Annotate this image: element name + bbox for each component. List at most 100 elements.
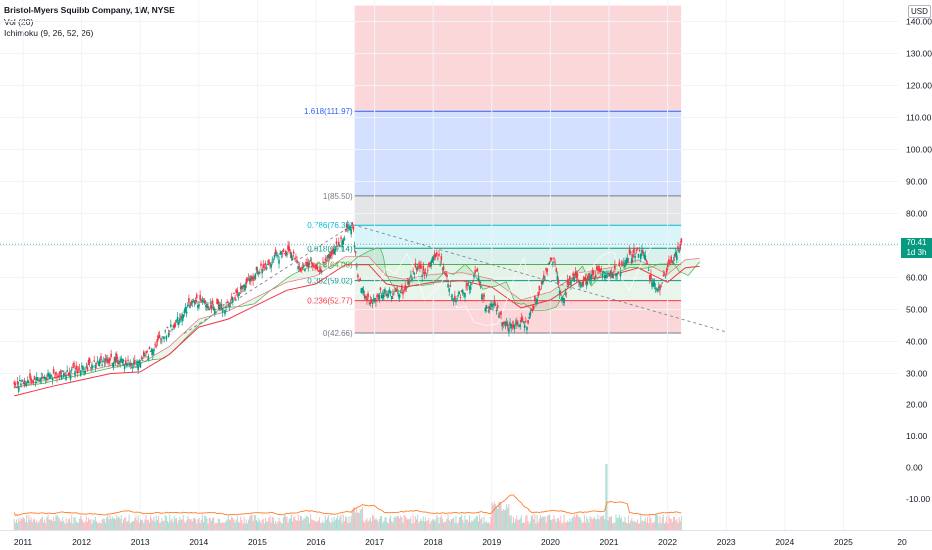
currency-badge[interactable]: USD xyxy=(908,5,931,18)
volume-bar xyxy=(501,510,503,530)
volume-bar xyxy=(391,520,393,530)
candle-body xyxy=(367,293,369,298)
candle-body xyxy=(399,292,402,294)
volume-bar xyxy=(496,506,498,530)
candle-body xyxy=(393,291,395,293)
volume-bar xyxy=(385,517,387,530)
candle-body xyxy=(48,373,50,377)
volume-bar xyxy=(521,523,523,530)
volume-bar xyxy=(182,515,184,530)
volume-bar xyxy=(420,518,422,530)
candle-body xyxy=(209,302,212,304)
volume-bar xyxy=(437,516,439,530)
volume-bar xyxy=(85,516,87,530)
volume-bar xyxy=(280,522,282,530)
volume-bar xyxy=(134,518,136,530)
volume-bar xyxy=(632,521,634,530)
volume-bar xyxy=(466,519,468,530)
candle-body xyxy=(265,267,268,270)
volume-bar xyxy=(525,515,527,530)
volume-bar xyxy=(343,521,345,530)
candle-body xyxy=(141,360,144,361)
candle-body xyxy=(49,375,52,379)
volume-bar xyxy=(260,522,262,530)
candle-body xyxy=(634,256,636,258)
volume-bar xyxy=(376,519,378,530)
candle-body xyxy=(161,340,163,342)
volume-bar xyxy=(130,521,132,530)
volume-bar xyxy=(196,523,198,530)
volume-bar xyxy=(21,518,23,530)
volume-bar xyxy=(200,519,202,530)
volume-bar xyxy=(379,516,381,530)
price-axis-label: 90.00 xyxy=(906,177,928,187)
candle-body xyxy=(676,255,678,260)
volume-bar xyxy=(120,515,122,530)
volume-bar xyxy=(502,508,504,530)
candle-body xyxy=(607,272,609,275)
volume-bar xyxy=(123,519,125,530)
candle-body xyxy=(188,298,190,303)
volume-bar xyxy=(643,520,645,530)
volume-bar xyxy=(544,516,546,530)
volume-bar xyxy=(77,522,79,530)
volume-bar xyxy=(514,522,516,530)
candle-body xyxy=(458,292,461,295)
candle-body xyxy=(518,324,520,327)
candle-body xyxy=(21,379,23,382)
candle-body xyxy=(19,379,21,382)
volume-bar xyxy=(410,516,412,530)
volume-bar xyxy=(498,501,500,530)
volume-bar xyxy=(491,502,493,530)
volume-bar xyxy=(45,523,47,530)
legend-ichimoku-indicator[interactable]: Ichimoku (9, 26, 52, 26) xyxy=(4,28,94,38)
volume-bar xyxy=(255,520,257,530)
candle-body xyxy=(242,285,244,288)
candle-body xyxy=(339,244,341,248)
volume-bar xyxy=(224,522,226,530)
candle-body xyxy=(643,254,645,258)
legend-symbol-title[interactable]: Bristol-Myers Squibb Company, 1W, NYSE xyxy=(4,5,175,15)
volume-bar xyxy=(417,514,419,530)
candle-body xyxy=(618,261,621,267)
candle-body xyxy=(94,365,97,369)
volume-bar xyxy=(617,517,619,530)
candle-body xyxy=(135,366,137,368)
candle-body xyxy=(556,275,559,281)
volume-bar xyxy=(659,515,661,530)
candle-body xyxy=(236,290,239,294)
volume-bar xyxy=(467,521,469,530)
candle-body xyxy=(416,267,419,271)
candle-body xyxy=(248,278,251,282)
candle-body xyxy=(677,246,679,250)
volume-bar xyxy=(161,518,163,530)
candle-body xyxy=(602,271,605,273)
fib-level-label: 1.618(111.97) xyxy=(304,107,353,116)
candle-body xyxy=(421,275,423,277)
candle-body xyxy=(158,334,161,339)
volume-bar xyxy=(155,515,157,530)
volume-bar xyxy=(301,516,303,530)
volume-bar xyxy=(494,504,496,530)
candle-body xyxy=(165,335,168,340)
candle-body xyxy=(587,276,589,280)
candle-body xyxy=(466,283,469,286)
volume-bar xyxy=(633,520,635,530)
volume-bar xyxy=(66,522,68,530)
volume-bar xyxy=(564,522,566,530)
volume-bar xyxy=(618,514,620,530)
candle-body xyxy=(291,258,294,261)
candle-body xyxy=(104,358,107,362)
volume-bar xyxy=(667,523,669,530)
candle-body xyxy=(90,367,92,369)
candle-body xyxy=(44,377,47,380)
volume-bar xyxy=(662,514,664,530)
candle-body xyxy=(281,253,284,255)
volume-bar xyxy=(369,517,371,530)
candle-body xyxy=(627,258,630,260)
candle-body xyxy=(131,366,134,368)
candle-body xyxy=(539,288,542,290)
volume-bar xyxy=(585,522,587,530)
volume-bar xyxy=(488,522,490,530)
